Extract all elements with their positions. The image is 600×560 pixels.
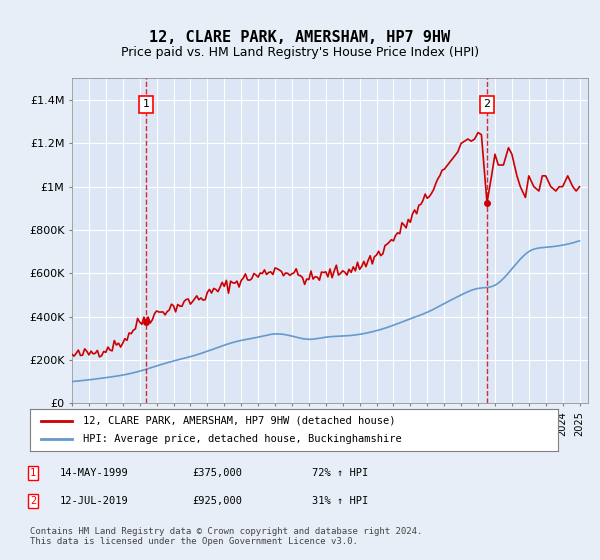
Text: £925,000: £925,000 [192,496,242,506]
Text: HPI: Average price, detached house, Buckinghamshire: HPI: Average price, detached house, Buck… [83,434,401,444]
Text: 12-JUL-2019: 12-JUL-2019 [60,496,129,506]
Text: 2: 2 [484,99,491,109]
Text: 1: 1 [30,468,36,478]
Text: 2: 2 [30,496,36,506]
Text: 1: 1 [142,99,149,109]
Text: Price paid vs. HM Land Registry's House Price Index (HPI): Price paid vs. HM Land Registry's House … [121,46,479,59]
Text: 14-MAY-1999: 14-MAY-1999 [60,468,129,478]
Text: 72% ↑ HPI: 72% ↑ HPI [312,468,368,478]
Text: Contains HM Land Registry data © Crown copyright and database right 2024.
This d: Contains HM Land Registry data © Crown c… [30,526,422,546]
Text: 31% ↑ HPI: 31% ↑ HPI [312,496,368,506]
Text: 12, CLARE PARK, AMERSHAM, HP7 9HW: 12, CLARE PARK, AMERSHAM, HP7 9HW [149,30,451,45]
Text: 12, CLARE PARK, AMERSHAM, HP7 9HW (detached house): 12, CLARE PARK, AMERSHAM, HP7 9HW (detac… [83,416,395,426]
Text: £375,000: £375,000 [192,468,242,478]
